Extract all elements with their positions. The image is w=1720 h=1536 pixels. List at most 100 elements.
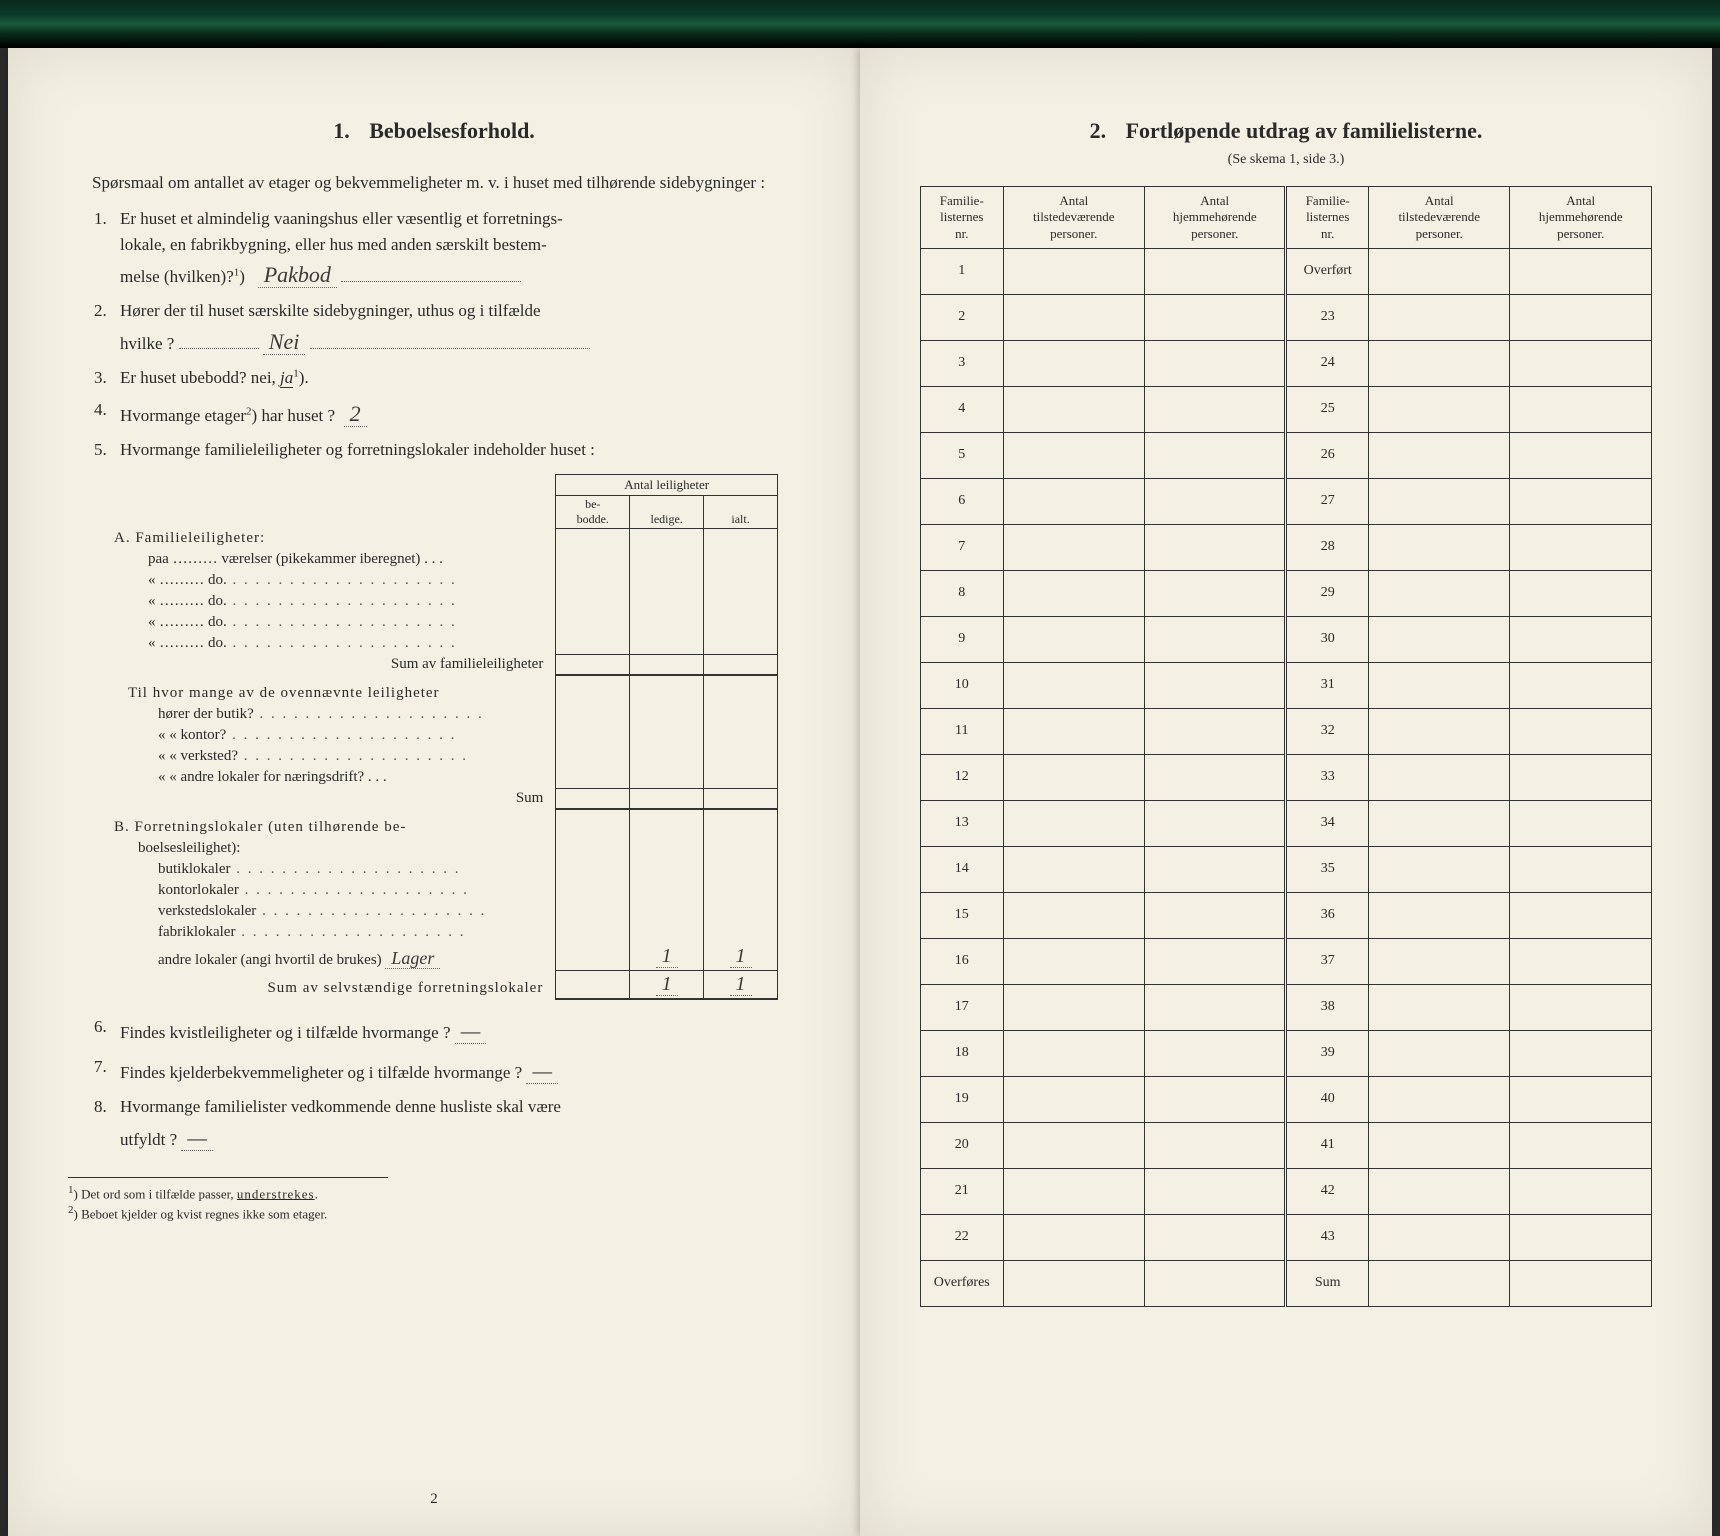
ledger-value-cell (1003, 800, 1144, 846)
ledger-nr-cell: 12 (921, 754, 1004, 800)
left-section-title: 1. Beboelsesforhold. (68, 118, 800, 144)
tbl-h1: be-bodde. (556, 495, 630, 528)
q4-answer: 2 (344, 401, 367, 427)
q3-ja: ja (280, 368, 293, 388)
ledger-nr-cell: 17 (921, 984, 1004, 1030)
right-section-title: 2. Fortløpende utdrag av familielisterne… (920, 118, 1652, 144)
ledger-value-cell (1003, 524, 1144, 570)
left-section-title-text: Beboelsesforhold. (369, 118, 535, 143)
ledger-value-cell (1145, 754, 1286, 800)
sum-mid: Sum (108, 788, 556, 809)
ledger-nr-cell: Sum (1286, 1260, 1369, 1306)
question-4: 4. Hvormange etager2) har huset ? 2 (94, 397, 800, 431)
ledger-value-cell (1003, 1076, 1144, 1122)
ledger-value-cell (1510, 708, 1652, 754)
ledger-nr-cell: 16 (921, 938, 1004, 984)
ledger-value-cell (1510, 938, 1652, 984)
ledger-row: OverføresSum (921, 1260, 1652, 1306)
ledger-nr-cell: 41 (1286, 1122, 1369, 1168)
ledger-value-cell (1510, 1260, 1652, 1306)
ledger-nr-cell: 28 (1286, 524, 1369, 570)
ledger-value-cell (1369, 708, 1510, 754)
question-1: 1. Er huset et almindelig vaaningshus el… (94, 206, 800, 293)
ledger-value-cell (1003, 1030, 1144, 1076)
ledger-value-cell (1145, 984, 1286, 1030)
ledger-value-cell (1145, 432, 1286, 478)
question-7: 7. Findes kjelderbekvemmeligheter og i t… (94, 1054, 800, 1088)
ledger-nr-cell: 31 (1286, 662, 1369, 708)
ledger-nr-cell: 38 (1286, 984, 1369, 1030)
ledger-nr-cell: 25 (1286, 386, 1369, 432)
ledger-h1: Familie-listernesnr. (921, 187, 1004, 249)
ledger-value-cell (1369, 984, 1510, 1030)
ledger-value-cell (1145, 708, 1286, 754)
ledger-nr-cell: 24 (1286, 340, 1369, 386)
ledger-nr-cell: 42 (1286, 1168, 1369, 1214)
ledger-row: 1031 (921, 662, 1652, 708)
ledger-nr-cell: 9 (921, 616, 1004, 662)
ledger-nr-cell: 30 (1286, 616, 1369, 662)
ledger-value-cell (1369, 248, 1510, 294)
ledger-row: 1738 (921, 984, 1652, 1030)
ledger-value-cell (1369, 1122, 1510, 1168)
ledger-value-cell (1369, 846, 1510, 892)
ledger-value-cell (1003, 754, 1144, 800)
ledger-value-cell (1145, 892, 1286, 938)
ledger-value-cell (1145, 616, 1286, 662)
sum-a: Sum av familieleiligheter (108, 654, 556, 675)
ledger-h2: Antaltilstedeværendepersoner. (1003, 187, 1144, 249)
ledger-nr-cell: 15 (921, 892, 1004, 938)
ledger-row: 1Overført (921, 248, 1652, 294)
ledger-value-cell (1003, 1214, 1144, 1260)
ledger-value-cell (1510, 984, 1652, 1030)
ledger-nr-cell: 32 (1286, 708, 1369, 754)
question-list-2: 6. Findes kvistleiligheter og i tilfælde… (94, 1014, 800, 1155)
ledger-value-cell (1510, 386, 1652, 432)
ledger-value-cell (1369, 478, 1510, 524)
ledger-value-cell (1369, 570, 1510, 616)
ledger-nr-cell: 21 (921, 1168, 1004, 1214)
tbl-header-top: Antal leiligheter (556, 474, 778, 495)
section-a-title: A. Familieleiligheter: (108, 528, 556, 549)
ledger-nr-cell: 36 (1286, 892, 1369, 938)
ledger-value-cell (1003, 846, 1144, 892)
ledger-value-cell (1003, 984, 1144, 1030)
ledger-header-row: Familie-listernesnr. Antaltilstedeværend… (921, 187, 1652, 249)
ledger-value-cell (1003, 340, 1144, 386)
ledger-nr-cell: 39 (1286, 1030, 1369, 1076)
ledger-value-cell (1145, 938, 1286, 984)
ledger-row: 829 (921, 570, 1652, 616)
ledger-nr-cell: 14 (921, 846, 1004, 892)
ledger-value-cell (1510, 524, 1652, 570)
ledger-nr-cell: 8 (921, 570, 1004, 616)
ledger-value-cell (1003, 616, 1144, 662)
ledger-value-cell (1145, 1260, 1286, 1306)
ledger-nr-cell: 20 (921, 1122, 1004, 1168)
b-andre-ans: Lager (385, 948, 440, 969)
right-section-title-text: Fortløpende utdrag av familielisterne. (1126, 118, 1483, 143)
ledger-value-cell (1510, 754, 1652, 800)
question-2: 2. Hører der til huset særskilte sidebyg… (94, 298, 800, 358)
ledger-h6: Antalhjemmehørendepersoner. (1510, 187, 1652, 249)
footnote-1: 1) Det ord som i tilfælde passer, unders… (68, 1184, 388, 1202)
leiligheter-table: Antal leiligheter be-bodde. ledige. ialt… (108, 474, 778, 1001)
ledger-value-cell (1510, 478, 1652, 524)
ledger-row: 425 (921, 386, 1652, 432)
ledger-nr-cell: 11 (921, 708, 1004, 754)
question-8: 8. Hvormange familielister vedkommende d… (94, 1094, 800, 1154)
ledger-value-cell (1003, 662, 1144, 708)
tbl-h2: ledige. (630, 495, 704, 528)
ledger-value-cell (1145, 1214, 1286, 1260)
ledger-value-cell (1145, 294, 1286, 340)
intro-text: Spørsmaal om antallet av etager og bekve… (68, 170, 800, 196)
q2-answer: Nei (263, 329, 306, 355)
ledger-nr-cell: 7 (921, 524, 1004, 570)
ledger-value-cell (1369, 616, 1510, 662)
ledger-value-cell (1369, 1168, 1510, 1214)
footnotes: 1) Det ord som i tilfælde passer, unders… (68, 1177, 388, 1223)
ledger-value-cell (1003, 892, 1144, 938)
ledger-nr-cell: 1 (921, 248, 1004, 294)
ledger-row: 21 42 (921, 1168, 1652, 1214)
ledger-value-cell (1003, 386, 1144, 432)
ledger-value-cell (1145, 248, 1286, 294)
